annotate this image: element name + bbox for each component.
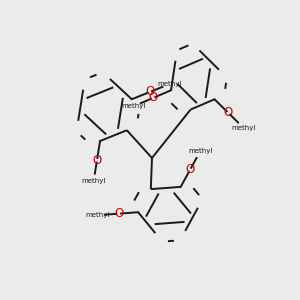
Text: methyl: methyl [122,103,146,109]
Text: methyl: methyl [82,178,106,184]
Text: O: O [92,154,102,167]
Text: methyl: methyl [85,212,110,218]
Text: O: O [148,92,158,104]
Text: methyl: methyl [188,148,212,154]
Text: methyl: methyl [157,81,182,87]
Text: O: O [114,207,123,220]
Text: O: O [145,85,154,98]
Text: O: O [185,163,195,176]
Text: O: O [224,106,233,119]
Text: methyl: methyl [231,125,256,131]
